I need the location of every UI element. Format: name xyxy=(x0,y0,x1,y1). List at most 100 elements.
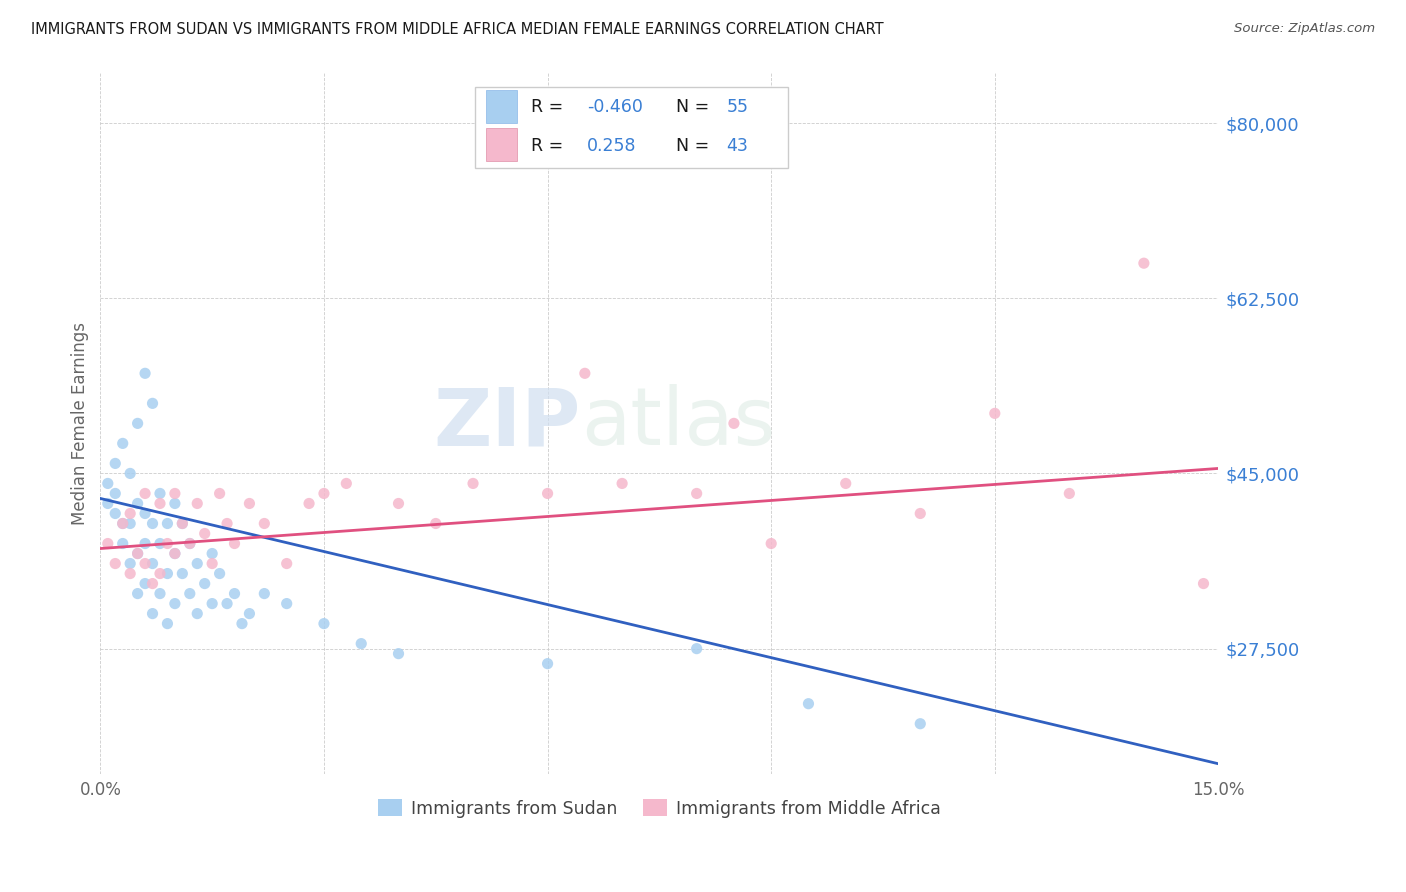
Point xyxy=(134,507,156,521)
Point xyxy=(104,486,127,500)
Text: 43: 43 xyxy=(727,136,748,155)
Point xyxy=(120,516,142,531)
Point xyxy=(156,616,179,631)
Point xyxy=(179,586,201,600)
Point xyxy=(1059,486,1081,500)
Point xyxy=(111,516,134,531)
Text: atlas: atlas xyxy=(581,384,776,462)
Point xyxy=(387,496,409,510)
Point xyxy=(201,557,224,571)
Point xyxy=(172,516,194,531)
Point xyxy=(208,566,231,581)
Text: -0.460: -0.460 xyxy=(586,98,643,116)
Point xyxy=(215,597,238,611)
Point xyxy=(536,657,558,671)
Point xyxy=(141,396,163,410)
Point xyxy=(104,507,127,521)
Point xyxy=(156,516,179,531)
Point xyxy=(186,557,208,571)
Point xyxy=(127,547,149,561)
Point xyxy=(134,557,156,571)
Point xyxy=(312,616,335,631)
Point xyxy=(120,467,142,481)
Text: R =: R = xyxy=(531,98,568,116)
Point xyxy=(134,486,156,500)
Point xyxy=(231,616,253,631)
Text: R =: R = xyxy=(531,136,574,155)
Point xyxy=(984,406,1007,420)
Point xyxy=(149,486,172,500)
Point xyxy=(97,476,120,491)
Bar xyxy=(486,128,517,161)
Point xyxy=(149,496,172,510)
Point xyxy=(461,476,484,491)
Point xyxy=(120,507,142,521)
Text: N =: N = xyxy=(676,98,714,116)
Point xyxy=(536,486,558,500)
Point xyxy=(186,496,208,510)
Point xyxy=(194,576,217,591)
Point xyxy=(186,607,208,621)
Point xyxy=(97,536,120,550)
Point xyxy=(127,586,149,600)
Point xyxy=(685,641,707,656)
Point xyxy=(238,496,260,510)
Point xyxy=(127,496,149,510)
Point xyxy=(208,486,231,500)
Y-axis label: Median Female Earnings: Median Female Earnings xyxy=(72,322,89,524)
Point xyxy=(156,566,179,581)
Point xyxy=(350,637,373,651)
Point xyxy=(127,417,149,431)
Point xyxy=(1192,576,1215,591)
Point xyxy=(797,697,820,711)
Point xyxy=(163,486,186,500)
Point xyxy=(238,607,260,621)
Point xyxy=(201,547,224,561)
FancyBboxPatch shape xyxy=(475,87,787,168)
Point xyxy=(179,536,201,550)
Point xyxy=(141,516,163,531)
Point xyxy=(111,536,134,550)
Point xyxy=(387,647,409,661)
Point xyxy=(104,457,127,471)
Point xyxy=(149,566,172,581)
Point xyxy=(276,557,298,571)
Point xyxy=(163,547,186,561)
Point xyxy=(172,516,194,531)
Point xyxy=(723,417,745,431)
Point xyxy=(104,557,127,571)
Legend: Immigrants from Sudan, Immigrants from Middle Africa: Immigrants from Sudan, Immigrants from M… xyxy=(371,792,948,825)
Point xyxy=(134,536,156,550)
Point xyxy=(1133,256,1156,270)
Point xyxy=(685,486,707,500)
Point xyxy=(253,516,276,531)
Point xyxy=(835,476,858,491)
Point xyxy=(163,547,186,561)
Point xyxy=(298,496,321,510)
Text: IMMIGRANTS FROM SUDAN VS IMMIGRANTS FROM MIDDLE AFRICA MEDIAN FEMALE EARNINGS CO: IMMIGRANTS FROM SUDAN VS IMMIGRANTS FROM… xyxy=(31,22,883,37)
Point xyxy=(759,536,782,550)
Point xyxy=(134,576,156,591)
Point xyxy=(149,536,172,550)
Point xyxy=(194,526,217,541)
Text: 0.258: 0.258 xyxy=(586,136,636,155)
Text: N =: N = xyxy=(676,136,714,155)
Point xyxy=(574,367,596,381)
Point xyxy=(276,597,298,611)
Point xyxy=(141,557,163,571)
Point xyxy=(224,586,246,600)
Point xyxy=(149,586,172,600)
Point xyxy=(172,566,194,581)
Point xyxy=(120,557,142,571)
Text: 55: 55 xyxy=(727,98,748,116)
Point xyxy=(201,597,224,611)
Point xyxy=(425,516,447,531)
Point xyxy=(111,436,134,450)
Point xyxy=(312,486,335,500)
Text: Source: ZipAtlas.com: Source: ZipAtlas.com xyxy=(1234,22,1375,36)
Point xyxy=(224,536,246,550)
Bar xyxy=(486,89,517,123)
Point xyxy=(134,367,156,381)
Point xyxy=(335,476,357,491)
Point xyxy=(141,576,163,591)
